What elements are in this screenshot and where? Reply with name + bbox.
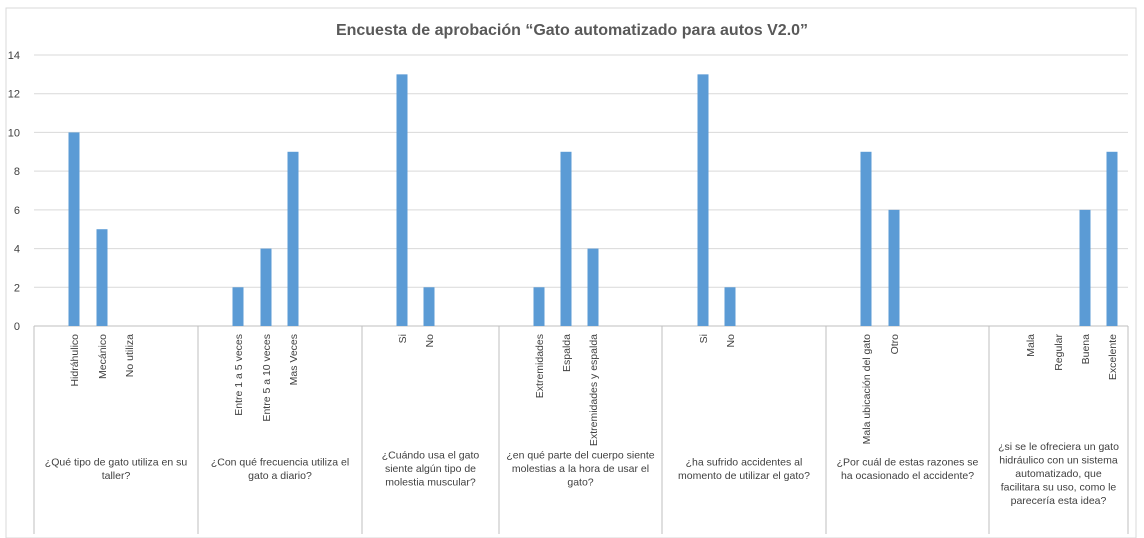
bar[interactable]	[860, 151, 872, 326]
bar[interactable]	[423, 287, 435, 326]
bar[interactable]	[724, 287, 736, 326]
question-label: ¿ha sufrido accidentes al momento de util…	[678, 456, 810, 482]
y-tick-label: 2	[14, 282, 20, 294]
y-tick-label: 6	[14, 205, 20, 217]
category-label: Si	[397, 334, 409, 343]
category-label: Entre 5 a 10 veces	[261, 334, 273, 422]
question-label: ¿Por cuál de estas razones se ha ocasiona…	[837, 456, 979, 482]
category-label: No	[424, 334, 436, 348]
bar[interactable]	[888, 209, 900, 326]
category-label: Entre 1 a 5 veces	[233, 334, 245, 416]
category-label: No utiliza	[124, 334, 136, 377]
y-tick-label: 12	[8, 89, 20, 101]
bar[interactable]	[697, 74, 709, 326]
category-label: No	[725, 334, 737, 348]
question-label: ¿en qué parte del cuerpo siente molestias…	[506, 450, 654, 489]
category-label: Excelente	[1107, 334, 1119, 380]
category-label: Mala ubicación del gato	[861, 334, 873, 444]
y-tick-label: 4	[14, 244, 20, 256]
bar[interactable]	[260, 248, 272, 326]
y-tick-label: 0	[14, 321, 20, 333]
chart-title: Encuesta de aprobación “Gato automatizad…	[336, 22, 808, 39]
bar[interactable]	[1079, 209, 1091, 326]
category-label: Extremidades	[534, 334, 546, 398]
bar[interactable]	[287, 151, 299, 326]
bar[interactable]	[587, 248, 599, 326]
category-label: Si	[698, 334, 710, 343]
y-tick-label: 8	[14, 166, 20, 178]
bar[interactable]	[560, 151, 572, 326]
bar[interactable]	[396, 74, 408, 326]
bar[interactable]	[96, 229, 108, 326]
question-label: ¿si se le ofreciera un gato hidráulico co…	[998, 441, 1119, 507]
bar[interactable]	[1106, 151, 1118, 326]
category-label: Mecánico	[97, 334, 109, 379]
category-label: Hidráhulico	[69, 334, 81, 387]
category-label: Espalda	[561, 334, 573, 372]
question-label: ¿Cuándo usa el gato siente algún tipo de m…	[382, 450, 480, 489]
category-label: Otro	[889, 334, 901, 355]
category-label: Buena	[1080, 334, 1092, 365]
bar[interactable]	[68, 132, 80, 326]
category-label: Mas Veces	[288, 334, 300, 385]
y-tick-label: 14	[8, 50, 20, 62]
bar[interactable]	[232, 287, 244, 326]
question-label: ¿Con qué frecuencia utiliza el gato a dia…	[211, 456, 349, 482]
y-tick-label: 10	[8, 127, 20, 139]
bar[interactable]	[533, 287, 545, 326]
category-label: Mala	[1025, 334, 1037, 357]
category-label: Extremidades y espalda	[588, 334, 600, 446]
question-label: ¿Qué tipo de gato utiliza en su taller?	[45, 456, 188, 482]
category-label: Regular	[1053, 334, 1065, 371]
